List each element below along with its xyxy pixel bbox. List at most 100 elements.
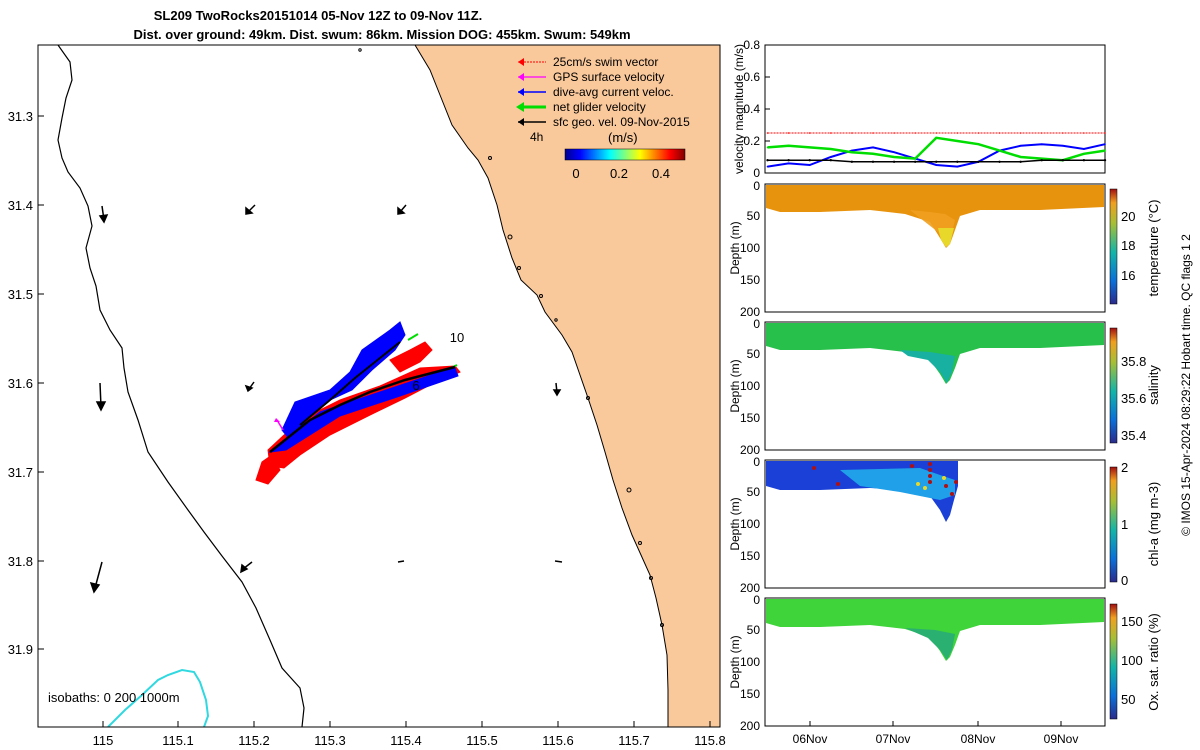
temperature-colorbar (1109, 188, 1118, 305)
velocity-point-3-16 (1103, 159, 1107, 162)
legend-item-gps: GPS surface velocity (518, 70, 664, 84)
oxygen-y-tick-2: 100 (740, 655, 760, 669)
velocity-point-0-8 (935, 132, 938, 134)
velocity-y-tick-3: 0.6 (743, 70, 760, 84)
velocity-point-1-0 (766, 165, 769, 168)
velocity-point-1-15 (1083, 148, 1085, 150)
velocity-point-3-4 (850, 160, 854, 163)
chla-patch (840, 468, 955, 500)
legend-label-net: net glider velocity (553, 100, 646, 114)
map-x-tick-6: 115.6 (542, 733, 574, 748)
velocity-point-0-9 (956, 132, 959, 134)
temperature-y-tick-0: 0 (753, 179, 760, 193)
map-y-tick-2: 31.5 (8, 287, 33, 302)
chla-cbar-tick-2: 2 (1121, 460, 1128, 475)
glider-path (269, 333, 458, 453)
velocity-y-axis: 0 0.2 0.4 0.6 0.8 (743, 38, 770, 180)
velocity-point-0-11 (998, 132, 1001, 134)
oxygen-cbar-label: Ox. sat. ratio (%) (1146, 613, 1161, 711)
time-tick-3: 09Nov (1044, 732, 1079, 746)
time-tick-1: 07Nov (876, 732, 911, 746)
section-panels: 20 18 16 temperature (°C) Depth (m) 0 50… (728, 179, 1161, 733)
velocity-point-3-0 (766, 159, 769, 162)
map-y-tick-6: 31.9 (8, 642, 33, 657)
time-tick-2: 08Nov (961, 732, 996, 746)
velocity-point-3-15 (1082, 159, 1086, 162)
velocity-point-3-8 (935, 160, 938, 163)
oxygen-cbar-tick-0: 50 (1121, 692, 1135, 707)
speed-colorbar-tick-2: 0.4 (652, 166, 670, 181)
salinity-colorbar (1109, 327, 1118, 444)
salinity-plume (900, 350, 955, 383)
chla-colorbar (1109, 466, 1118, 583)
salinity-y-tick-4: 200 (740, 443, 760, 457)
temperature-ylabel: Depth (m) (728, 221, 742, 274)
chla-y-tick-3: 150 (740, 549, 760, 563)
legend-time-label: 4h (530, 130, 543, 144)
oxygen-cbar-tick-2: 150 (1121, 614, 1143, 629)
velocity-point-3-13 (1040, 159, 1043, 162)
time-axis: 06Nov 07Nov 08Nov 09Nov (793, 721, 1079, 746)
velocity-panel: 0 0.2 0.4 0.6 0.8 velocity magnitude (m/s) (732, 38, 1107, 180)
velocity-series (766, 132, 1107, 168)
map-y-tick-0: 31.3 (8, 109, 33, 124)
velocity-point-1-13 (1040, 143, 1043, 145)
salinity-cbar-label: salinity (1146, 365, 1161, 405)
legend-item-net: net glider velocity (516, 100, 646, 114)
velocity-point-2-10 (977, 143, 980, 145)
velocity-point-1-6 (893, 151, 895, 153)
salinity-y-tick-3: 150 (740, 411, 760, 425)
salinity-cbar-tick-2: 35.8 (1121, 354, 1146, 369)
velocity-point-0-5 (872, 132, 874, 134)
map-panel: 10 6 25cm/s swim vector GPS surface velo… (8, 44, 726, 748)
velocity-point-2-4 (851, 151, 853, 153)
isobath-1000m (107, 668, 210, 727)
temperature-cbar-tick-1: 18 (1121, 238, 1135, 253)
salinity-y-tick-0: 0 (753, 317, 760, 331)
map-x-tick-8: 115.8 (694, 733, 726, 748)
velocity-point-0-15 (1083, 132, 1085, 134)
legend-label-swim: 25cm/s swim vector (553, 55, 658, 69)
velocity-point-3-10 (977, 160, 980, 163)
salinity-cbar-tick-0: 35.4 (1121, 428, 1146, 443)
velocity-point-2-15 (1083, 153, 1085, 155)
map-x-tick-4: 115.4 (390, 733, 422, 748)
velocity-point-2-16 (1104, 149, 1106, 152)
velocity-point-1-12 (1019, 145, 1022, 147)
velocity-point-1-5 (872, 146, 874, 149)
chla-mid-dots (916, 476, 946, 490)
velocity-point-0-7 (914, 132, 916, 134)
chla-ylabel: Depth (m) (728, 497, 742, 550)
velocity-point-2-12 (1019, 156, 1022, 158)
salinity-panel: 35.8 35.6 35.4 salinity Depth (m) 0 50 1… (728, 317, 1161, 457)
velocity-point-1-8 (935, 164, 938, 166)
chla-y-tick-4: 200 (740, 581, 760, 595)
velocity-point-3-1 (787, 159, 790, 162)
map-y-axis: 31.3 31.4 31.5 31.6 31.7 31.8 31.9 (8, 109, 44, 657)
chla-cbar-tick-1: 1 (1121, 517, 1128, 532)
land-mass (415, 45, 720, 727)
legend-label-gps: GPS surface velocity (553, 70, 664, 84)
legend-item-geo: sfc geo. vel. 09-Nov-2015 (518, 115, 690, 129)
velocity-point-1-1 (787, 162, 790, 165)
temperature-y-tick-4: 200 (740, 305, 760, 319)
map-legend: 25cm/s swim vector GPS surface velocity … (516, 55, 690, 181)
map-x-tick-0: 115 (93, 733, 114, 748)
oxygen-plume (905, 628, 955, 660)
speed-colorbar-unit: (m/s) (608, 130, 638, 145)
velocity-point-0-10 (977, 132, 980, 134)
chla-y-tick-0: 0 (753, 455, 760, 469)
map-y-tick-5: 31.8 (8, 554, 33, 569)
velocity-point-2-9 (956, 140, 959, 142)
time-tick-0: 06Nov (793, 732, 828, 746)
map-x-tick-3: 115.3 (314, 733, 346, 748)
velocity-y-tick-1: 0.2 (743, 134, 760, 148)
chla-cbar-tick-0: 0 (1121, 573, 1128, 588)
velocity-y-tick-0: 0 (753, 166, 760, 180)
velocity-point-2-7 (914, 157, 916, 160)
islands (358, 48, 664, 627)
chla-high-dots (812, 462, 958, 496)
isobath-200m (57, 45, 305, 727)
velocity-point-3-2 (808, 159, 811, 162)
map-frame (37, 44, 721, 728)
